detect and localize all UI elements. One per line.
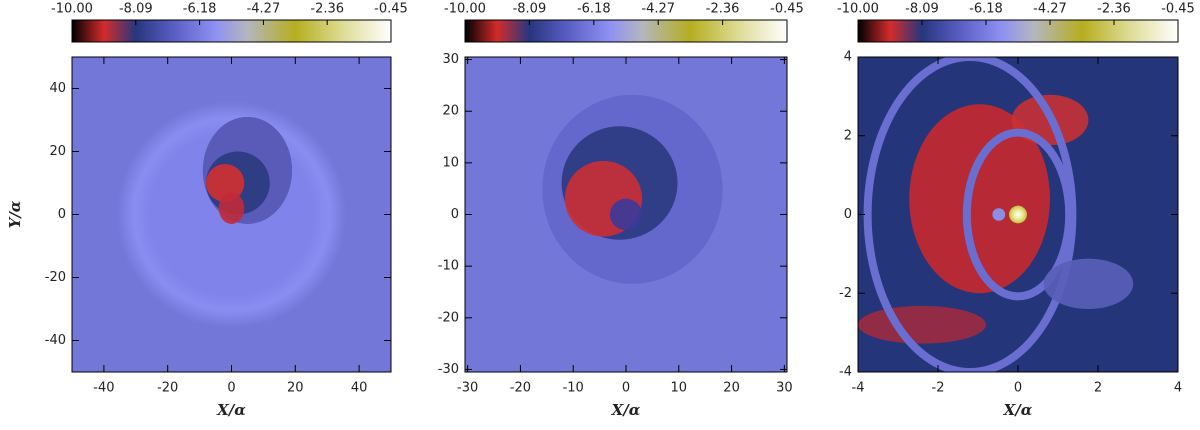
x-tick-label: -4	[852, 381, 865, 396]
colorbar-tick-label: -8.09	[905, 2, 939, 17]
x-tick-label: 20	[287, 381, 304, 396]
y-tick-label: 20	[49, 144, 66, 159]
x-tick-label: 4	[1174, 381, 1182, 396]
colorbar-tick-label: -10.00	[51, 2, 93, 17]
colorbar-tick-label: -6.18	[577, 2, 611, 17]
colorbar-tick-label: -4.27	[641, 2, 675, 17]
y-tick-label: 10	[442, 155, 459, 170]
colorbar-tick-label: -6.18	[183, 2, 217, 17]
x-axis-label: X/α	[611, 401, 641, 419]
y-tick-label: -10	[438, 259, 459, 274]
y-tick-label: 0	[451, 207, 459, 222]
y-tick-label: -30	[438, 362, 459, 377]
map-structure	[609, 198, 643, 231]
x-tick-label: -30	[457, 381, 478, 396]
x-tick-label: 40	[351, 381, 368, 396]
y-tick-label: -4	[839, 365, 852, 380]
colorbar-tick-label: -10.00	[837, 2, 879, 17]
x-tick-label: -20	[510, 381, 531, 396]
x-tick-label: 0	[1014, 381, 1022, 396]
y-tick-label: -40	[45, 333, 66, 348]
x-tick-label: -2	[932, 381, 945, 396]
density-map	[72, 57, 391, 372]
colorbar-tick-label: -10.00	[444, 2, 486, 17]
x-tick-label: 20	[723, 381, 740, 396]
y-tick-label: 0	[58, 207, 66, 222]
x-tick-label: 0	[227, 381, 235, 396]
panel: -10.00 -8.09 -6.18 -4.27 -2.36 -0.45 -30 -20 -10…	[438, 2, 804, 420]
map-structure	[992, 208, 1006, 221]
x-tick-label: 10	[671, 381, 688, 396]
map-structure	[858, 305, 986, 344]
colorbar-tick-label: -6.18	[969, 2, 1003, 17]
colorbar-tick-label: -0.45	[770, 2, 804, 17]
colorbar-tick-label: -0.45	[374, 2, 408, 17]
density-map	[465, 57, 787, 372]
density-map	[858, 57, 1178, 372]
y-tick-label: -2	[839, 286, 852, 301]
colorbar	[464, 19, 788, 43]
colorbar-tick-label: -8.09	[513, 2, 547, 17]
x-tick-label: 30	[776, 381, 793, 396]
map-structure	[1009, 205, 1027, 224]
map-structure	[218, 192, 245, 224]
y-tick-label: 0	[844, 207, 852, 222]
colorbar-tick-label: -2.36	[310, 2, 344, 17]
map-structure	[909, 104, 1050, 294]
y-tick-label: 30	[442, 52, 459, 67]
colorbar	[71, 19, 392, 43]
y-tick-label: 2	[844, 128, 852, 143]
x-tick-label: -40	[93, 381, 114, 396]
y-tick-label: 40	[49, 81, 66, 96]
x-tick-label: 0	[622, 381, 630, 396]
x-axis-label: X/α	[216, 401, 246, 419]
panel: -10.00 -8.09 -6.18 -4.27 -2.36 -0.45 -4 -2 0 2 4 -4…	[837, 2, 1195, 420]
colorbar-tick-label: -2.36	[706, 2, 740, 17]
x-axis-label: X/α	[1003, 401, 1033, 419]
y-tick-label: 4	[844, 50, 852, 65]
colorbar-tick-label: -8.09	[119, 2, 153, 17]
x-tick-label: -10	[563, 381, 584, 396]
x-tick-label: -20	[157, 381, 178, 396]
map-structure	[205, 164, 245, 202]
colorbar-tick-label: -2.36	[1097, 2, 1131, 17]
x-tick-label: 2	[1094, 381, 1102, 396]
colorbar	[857, 19, 1179, 43]
colorbar-tick-label: -4.27	[1033, 2, 1067, 17]
panel: -10.00 -8.09 -6.18 -4.27 -2.36 -0.45 -40 -20 0 20…	[6, 2, 408, 420]
colorbar-tick-label: -4.27	[247, 2, 281, 17]
y-tick-label: -20	[45, 270, 66, 285]
y-tick-label: 20	[442, 104, 459, 119]
map-structure	[1043, 258, 1134, 309]
map-structure	[863, 57, 1077, 372]
colorbar-tick-label: -0.45	[1161, 2, 1195, 17]
y-axis-label: Y/α	[6, 200, 24, 228]
y-tick-label: -20	[438, 310, 459, 325]
